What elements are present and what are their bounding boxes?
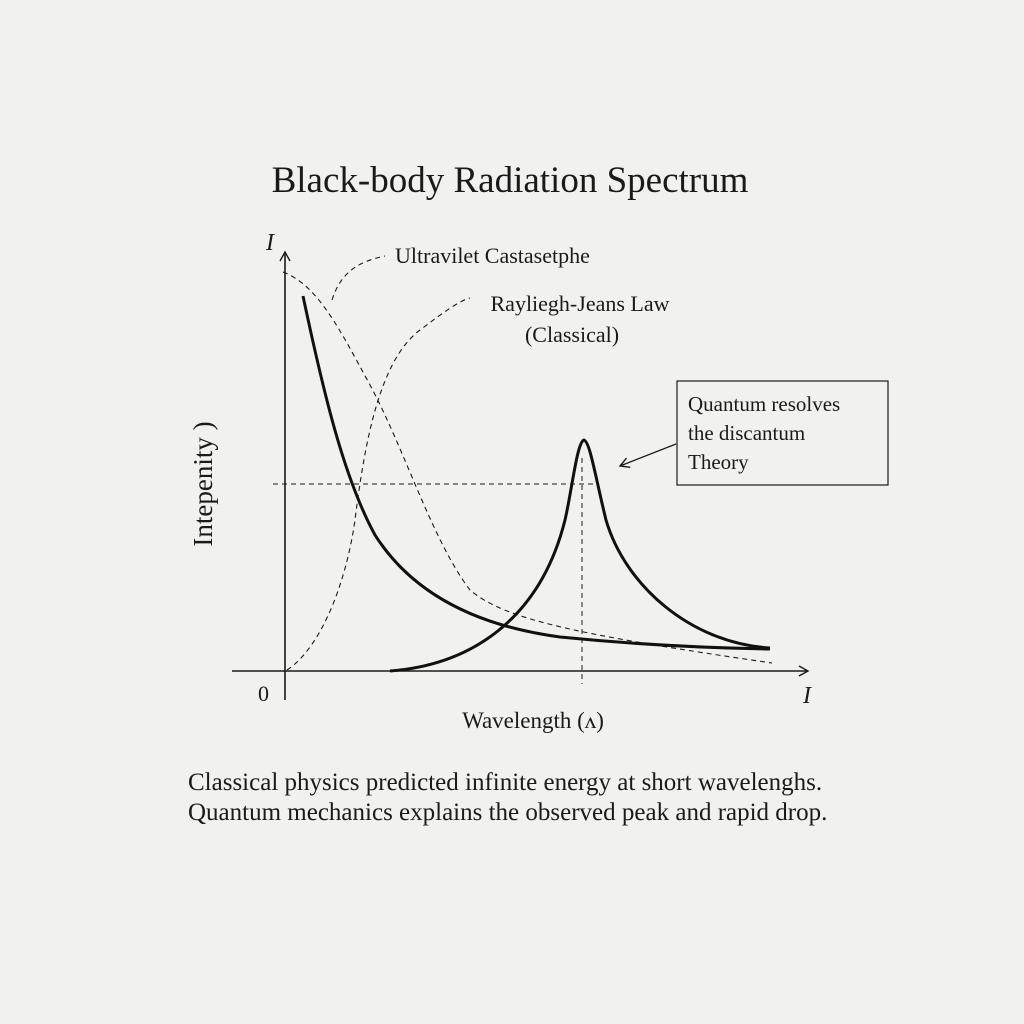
annotation-arrow (618, 443, 677, 469)
quantum-annotation-box: Quantum resolves the discantum Theory (676, 380, 889, 486)
origin-label: 0 (258, 681, 269, 706)
y-axis-label: Intepenity ) (188, 421, 218, 546)
x-axis-label: Wavelength (ʌ) (462, 708, 604, 733)
rayleigh-jeans-sublabel: (Classical) (525, 322, 619, 347)
rayleigh-jeans-curve (282, 271, 773, 664)
annotation-line-3: Theory (688, 450, 749, 474)
x-axis-end-letter: I (802, 683, 812, 709)
uv-leader-dashed (331, 255, 386, 301)
diagram-title: Black-body Radiation Spectrum (272, 160, 749, 201)
y-axis-letter: I (265, 230, 275, 256)
rayleigh-jeans-label: Rayliegh-Jeans Law (491, 291, 670, 316)
annotation-line-2: the discantum (688, 421, 805, 445)
quantum-peak-curve (389, 438, 771, 673)
classical-solid-curve (301, 295, 771, 651)
explanation-caption: Classical physics predicted infinite ene… (188, 769, 828, 826)
uv-catastrophe-label: Ultravilet Castasetphe (395, 243, 590, 268)
annotation-line-1: Quantum resolves (688, 392, 840, 416)
dashed-rising-curve (286, 297, 471, 671)
